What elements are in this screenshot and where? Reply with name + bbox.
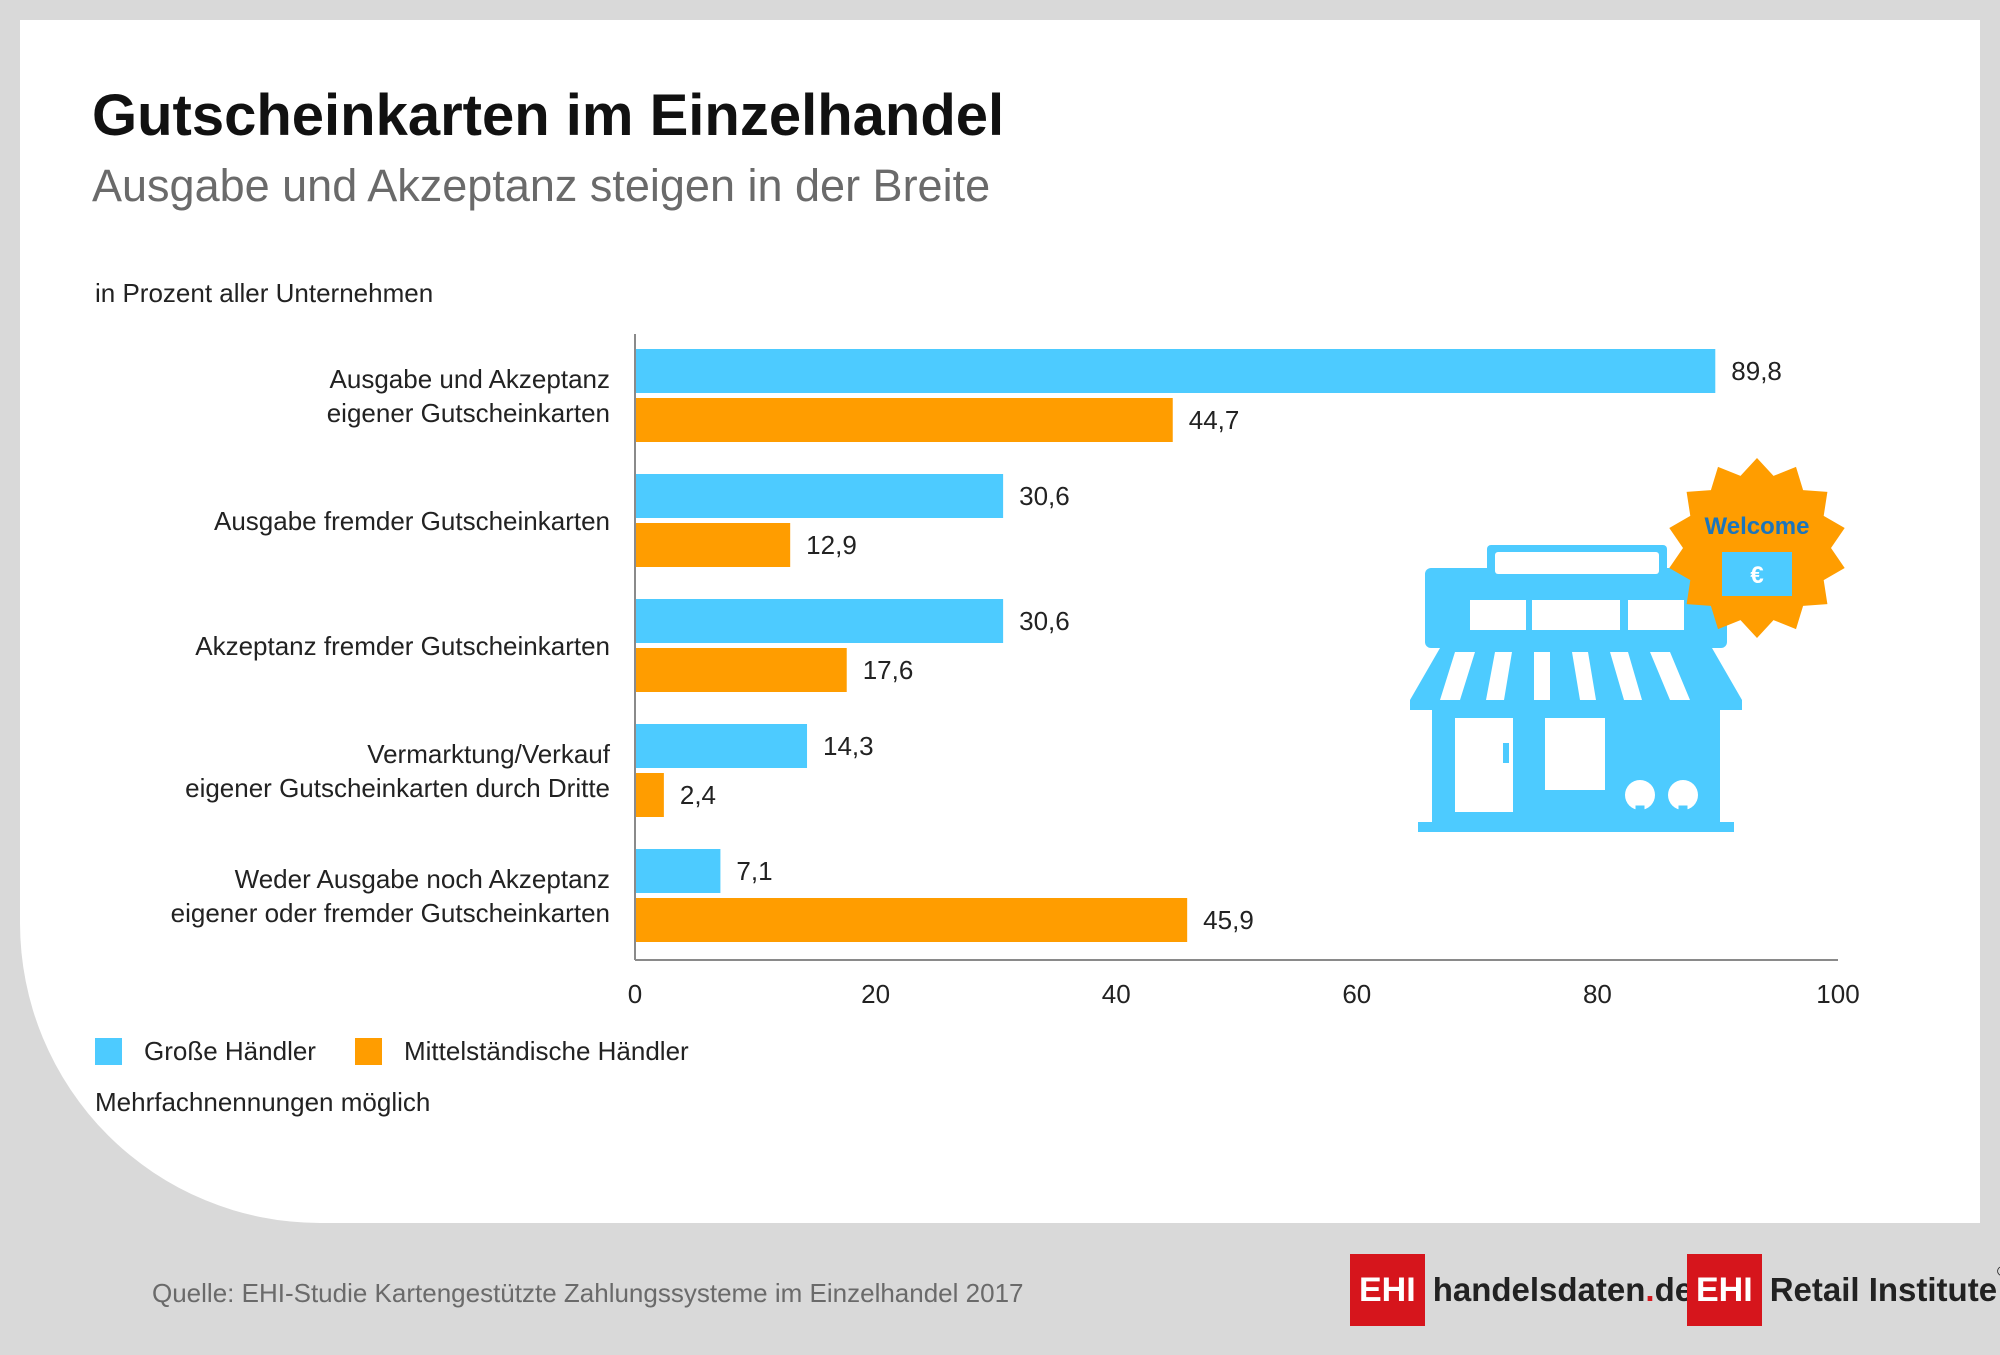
logo-ehi-box-2: EHI <box>1687 1254 1762 1326</box>
category-label-line: Ausgabe fremder Gutscheinkarten <box>214 505 610 536</box>
x-tick-label-20: 20 <box>861 979 890 1009</box>
category-label-line: Akzeptanz fremder Gutscheinkarten <box>195 630 610 661</box>
footnote: Mehrfachnennungen möglich <box>95 1087 431 1117</box>
category-label-line: Weder Ausgabe noch Akzeptanz <box>234 863 610 894</box>
data-label-grosse-1: 30,6 <box>1019 481 1070 511</box>
legend-swatch-mittel <box>355 1037 382 1065</box>
category-label-4: Weder Ausgabe noch Akzeptanz eigener oder… <box>171 862 610 930</box>
data-label-grosse-0: 89,8 <box>1731 356 1782 386</box>
category-label-2: Akzeptanz fremder Gutscheinkarten <box>195 629 610 663</box>
unit-label: in Prozent aller Unternehmen <box>95 278 434 308</box>
logo-handelsdaten-text: handelsdaten.de <box>1432 1271 1694 1308</box>
chart-title: Gutscheinkarten im Einzelhandel <box>92 83 1005 148</box>
category-label-1: Ausgabe fremder Gutscheinkarten <box>214 504 610 538</box>
legend-item-mittel: Mittelständische Händler <box>355 1036 689 1066</box>
source-note: Quelle: EHI-Studie Kartengestützte Zahlu… <box>152 1278 1024 1308</box>
bar-grosse-2 <box>635 599 1004 643</box>
bar-mittel-4 <box>635 898 1188 942</box>
logo-retail-text: Retail Institute® <box>1769 1263 2000 1308</box>
x-tick-label-0: 0 <box>628 979 642 1009</box>
chart-subtitle: Ausgabe und Akzeptanz steigen in der Bre… <box>92 160 991 211</box>
legend-item-grosse: Große Händler <box>95 1036 316 1066</box>
data-label-grosse-2: 30,6 <box>1019 606 1070 636</box>
category-label-line: eigener Gutscheinkarten <box>326 397 610 428</box>
legend-label-mittel: Mittelständische Händler <box>404 1035 689 1066</box>
handelsdaten-logo: EHI handelsdaten.de <box>1350 1254 1693 1326</box>
euro-symbol: € <box>1750 562 1763 589</box>
category-label-3: Vermarktung/Verkauf eigener Gutscheinkart… <box>185 737 610 805</box>
bar-grosse-1 <box>635 474 1004 518</box>
bar-mittel-2 <box>635 648 847 692</box>
category-label-0: Ausgabe und Akzeptanz eigener Gutscheinka… <box>327 362 610 430</box>
bar-grosse-4 <box>635 849 721 893</box>
x-tick-label-100: 100 <box>1816 979 1859 1009</box>
ehi-retail-logo: EHI Retail Institute® <box>1687 1254 2000 1326</box>
category-label-line: Ausgabe und Akzeptanz <box>329 363 610 394</box>
data-label-grosse-4: 7,1 <box>736 856 772 886</box>
data-label-mittel-2: 17,6 <box>863 655 914 685</box>
welcome-badge-text: Welcome <box>1705 513 1810 540</box>
bar-mittel-3 <box>635 773 664 817</box>
data-label-mittel-4: 45,9 <box>1203 905 1254 935</box>
bar-grosse-3 <box>635 724 808 768</box>
data-label-mittel-0: 44,7 <box>1189 405 1240 435</box>
data-label-mittel-1: 12,9 <box>806 530 857 560</box>
bar-mittel-0 <box>635 398 1173 442</box>
category-label-line: eigener Gutscheinkarten durch Dritte <box>185 772 610 803</box>
category-label-line: eigener oder fremder Gutscheinkarten <box>170 897 610 928</box>
logo-ehi-box: EHI <box>1350 1254 1425 1326</box>
storefront-icon: Welcome € <box>1410 458 1845 832</box>
legend-swatch-grosse <box>95 1037 122 1065</box>
welcome-badge-icon <box>1669 458 1845 638</box>
bar-mittel-1 <box>635 523 791 567</box>
data-label-mittel-3: 2,4 <box>680 780 716 810</box>
x-tick-label-80: 80 <box>1583 979 1612 1009</box>
data-label-grosse-3: 14,3 <box>823 731 874 761</box>
category-label-line: Vermarktung/Verkauf <box>367 738 610 769</box>
x-tick-label-60: 60 <box>1342 979 1371 1009</box>
x-tick-label-40: 40 <box>1102 979 1131 1009</box>
legend-label-grosse: Große Händler <box>144 1035 316 1066</box>
bar-grosse-0 <box>635 349 1716 393</box>
